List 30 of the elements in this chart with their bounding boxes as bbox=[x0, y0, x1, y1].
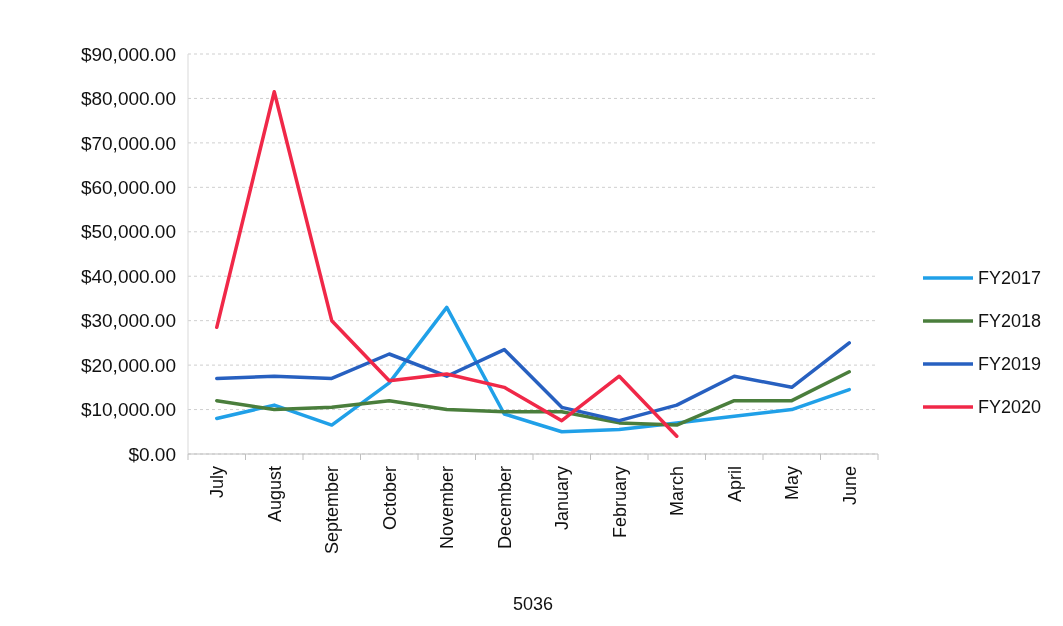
x-tick-label: February bbox=[609, 466, 630, 539]
legend-label: FY2019 bbox=[978, 354, 1042, 375]
y-tick-label: $90,000.00 bbox=[80, 43, 176, 65]
x-tick-label: April bbox=[724, 466, 745, 503]
x-tick-label: November bbox=[437, 466, 458, 550]
x-tick-label: March bbox=[667, 466, 688, 517]
line-series bbox=[215, 370, 851, 427]
y-tick-label: $40,000.00 bbox=[80, 265, 176, 287]
x-axis-title: 5036 bbox=[512, 594, 554, 614]
x-tick-label: January bbox=[552, 466, 573, 531]
y-tick-label: $30,000.00 bbox=[80, 310, 176, 332]
y-tick-label: $70,000.00 bbox=[80, 132, 176, 154]
legend-label: FY2020 bbox=[978, 397, 1042, 418]
x-tick-label: July bbox=[207, 466, 228, 499]
x-tick-label: September bbox=[322, 466, 343, 555]
legend-label: FY2017 bbox=[978, 268, 1042, 289]
x-tick-label: December bbox=[494, 466, 515, 550]
line-series bbox=[215, 90, 679, 438]
x-tick-label: August bbox=[264, 466, 285, 523]
line-series bbox=[215, 341, 851, 423]
y-tick-label: $20,000.00 bbox=[80, 354, 176, 376]
legend-label: FY2018 bbox=[978, 311, 1042, 332]
y-tick-label: $50,000.00 bbox=[80, 221, 176, 243]
y-tick-label: $0.00 bbox=[128, 443, 176, 465]
x-tick-label: May bbox=[782, 466, 803, 501]
x-tick-label: June bbox=[839, 466, 860, 506]
y-tick-label: $10,000.00 bbox=[80, 399, 176, 421]
y-tick-label: $80,000.00 bbox=[80, 88, 176, 110]
y-tick-label: $60,000.00 bbox=[80, 176, 176, 198]
x-tick-label: October bbox=[379, 466, 400, 531]
